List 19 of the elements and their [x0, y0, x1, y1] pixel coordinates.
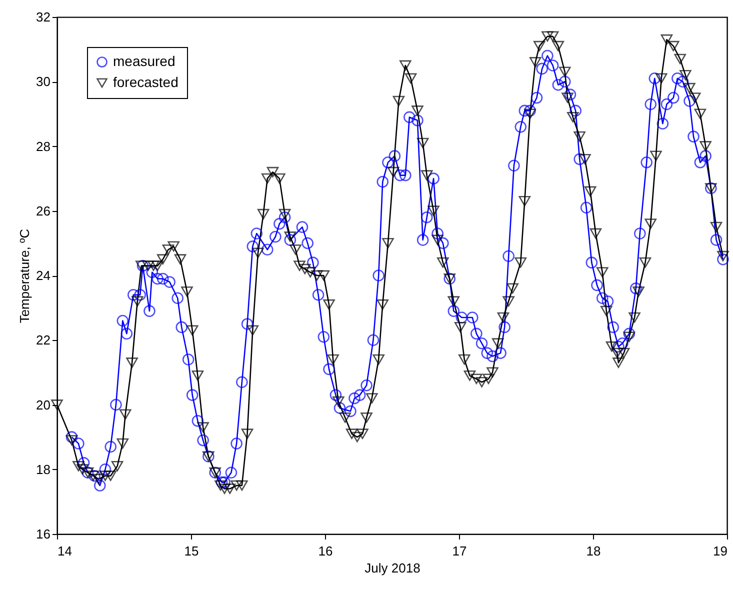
x-tick-label: 15: [184, 544, 199, 558]
y-tick-label: 32: [36, 10, 50, 24]
y-tick-label: 18: [36, 462, 50, 477]
y-axis-title: Temperature, ºC: [17, 228, 32, 324]
legend-label: measured: [113, 53, 176, 69]
x-axis-title: July 2018: [364, 560, 420, 576]
x-tick-label: 16: [318, 544, 333, 558]
legend-label: forecasted: [113, 74, 178, 90]
y-tick-label: 20: [36, 397, 50, 412]
y-tick-label: 16: [36, 526, 50, 542]
y-tick-label: 28: [36, 138, 50, 154]
y-tick-label: 22: [36, 332, 50, 348]
y-tick-label: 24: [36, 268, 50, 283]
y-tick-label: 30: [36, 74, 50, 90]
y-tick-label: 26: [36, 203, 50, 218]
x-tick-label: 17: [452, 544, 467, 558]
x-tick-label: 19: [713, 544, 728, 558]
x-tick-label: 14: [58, 544, 72, 558]
x-tick-label: 18: [586, 544, 601, 558]
